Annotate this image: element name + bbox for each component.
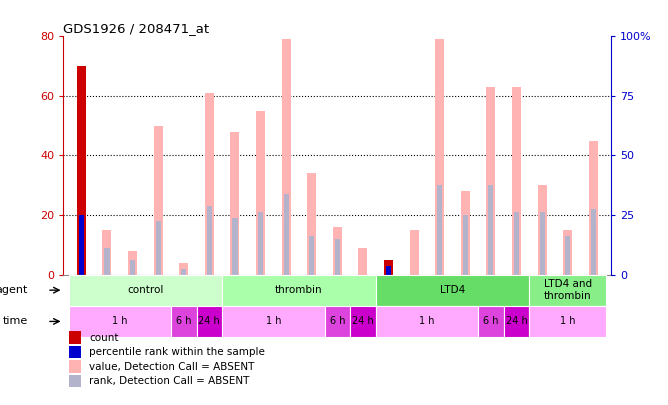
Bar: [156, 221, 161, 275]
Bar: [222, 306, 325, 337]
Bar: [529, 306, 606, 337]
Text: count: count: [90, 333, 119, 343]
Bar: [589, 141, 598, 275]
Text: value, Detection Call = ABSENT: value, Detection Call = ABSENT: [90, 362, 255, 372]
Bar: [375, 306, 478, 337]
Text: 6 h: 6 h: [329, 316, 345, 326]
Text: 24 h: 24 h: [352, 316, 374, 326]
Text: agent: agent: [0, 285, 28, 295]
Bar: [256, 111, 265, 275]
Bar: [77, 66, 86, 275]
Bar: [335, 239, 340, 275]
Bar: [514, 212, 519, 275]
Bar: [538, 185, 546, 275]
Bar: [222, 275, 375, 306]
Text: 1 h: 1 h: [560, 316, 575, 326]
Bar: [309, 236, 315, 275]
Text: 24 h: 24 h: [506, 316, 528, 326]
Text: 1 h: 1 h: [420, 316, 435, 326]
Text: 24 h: 24 h: [198, 316, 220, 326]
Bar: [488, 185, 494, 275]
Bar: [540, 212, 544, 275]
Bar: [104, 248, 110, 275]
Bar: [181, 269, 186, 275]
Bar: [386, 266, 391, 275]
Bar: [504, 306, 529, 337]
Text: 1 h: 1 h: [112, 316, 128, 326]
Text: 6 h: 6 h: [176, 316, 192, 326]
Bar: [179, 262, 188, 275]
Text: GDS1926 / 208471_at: GDS1926 / 208471_at: [63, 22, 210, 35]
Bar: [307, 173, 316, 275]
Bar: [69, 360, 81, 373]
Text: 1 h: 1 h: [266, 316, 281, 326]
Bar: [591, 209, 596, 275]
Bar: [284, 194, 289, 275]
Bar: [384, 260, 393, 275]
Text: percentile rank within the sample: percentile rank within the sample: [90, 347, 265, 357]
Bar: [69, 346, 81, 358]
Text: control: control: [127, 285, 164, 295]
Text: rank, Detection Call = ABSENT: rank, Detection Call = ABSENT: [90, 376, 250, 386]
Bar: [69, 375, 81, 387]
Bar: [130, 260, 135, 275]
Bar: [171, 306, 196, 337]
Bar: [437, 185, 442, 275]
Bar: [258, 212, 263, 275]
Text: 6 h: 6 h: [483, 316, 499, 326]
Bar: [69, 275, 222, 306]
Text: time: time: [3, 316, 28, 326]
Bar: [409, 230, 419, 275]
Bar: [102, 230, 112, 275]
Bar: [529, 275, 606, 306]
Bar: [69, 306, 171, 337]
Text: LTD4: LTD4: [440, 285, 465, 295]
Bar: [79, 215, 84, 275]
Bar: [154, 126, 162, 275]
Bar: [512, 87, 521, 275]
Bar: [333, 227, 342, 275]
Bar: [69, 331, 81, 344]
Bar: [478, 306, 504, 337]
Bar: [486, 87, 496, 275]
Bar: [350, 306, 375, 337]
Bar: [461, 191, 470, 275]
Text: thrombin: thrombin: [275, 285, 323, 295]
Text: LTD4 and
thrombin: LTD4 and thrombin: [544, 279, 592, 301]
Bar: [128, 251, 137, 275]
Bar: [207, 206, 212, 275]
Bar: [230, 132, 239, 275]
Bar: [436, 39, 444, 275]
Bar: [463, 215, 468, 275]
Bar: [565, 236, 570, 275]
Bar: [232, 218, 238, 275]
Bar: [563, 230, 572, 275]
Bar: [375, 275, 529, 306]
Bar: [282, 39, 291, 275]
Bar: [205, 93, 214, 275]
Bar: [196, 306, 222, 337]
Bar: [359, 248, 367, 275]
Bar: [325, 306, 350, 337]
